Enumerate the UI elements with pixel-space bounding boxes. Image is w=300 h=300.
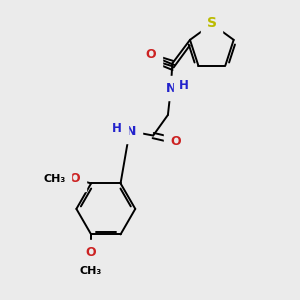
Text: H: H [179, 79, 189, 92]
Text: O: O [86, 246, 96, 259]
Text: O: O [146, 48, 156, 61]
Text: N: N [166, 82, 176, 95]
Text: O: O [140, 49, 151, 62]
Text: H: H [112, 122, 122, 135]
Text: O: O [170, 135, 181, 148]
Text: N: N [126, 124, 136, 138]
Text: CH₃: CH₃ [80, 266, 102, 276]
Text: CH₃: CH₃ [43, 174, 65, 184]
Text: O: O [70, 172, 80, 185]
Text: S: S [207, 16, 217, 29]
